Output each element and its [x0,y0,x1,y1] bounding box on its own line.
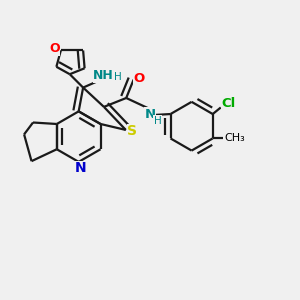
Text: N: N [74,161,86,176]
Text: N: N [144,108,156,121]
Text: H: H [154,116,161,126]
Text: NH: NH [93,69,114,82]
Text: S: S [127,124,137,138]
Text: O: O [134,72,145,85]
Text: H: H [114,73,122,82]
Text: Cl: Cl [221,97,236,110]
Text: O: O [49,42,60,56]
Text: CH₃: CH₃ [224,134,245,143]
